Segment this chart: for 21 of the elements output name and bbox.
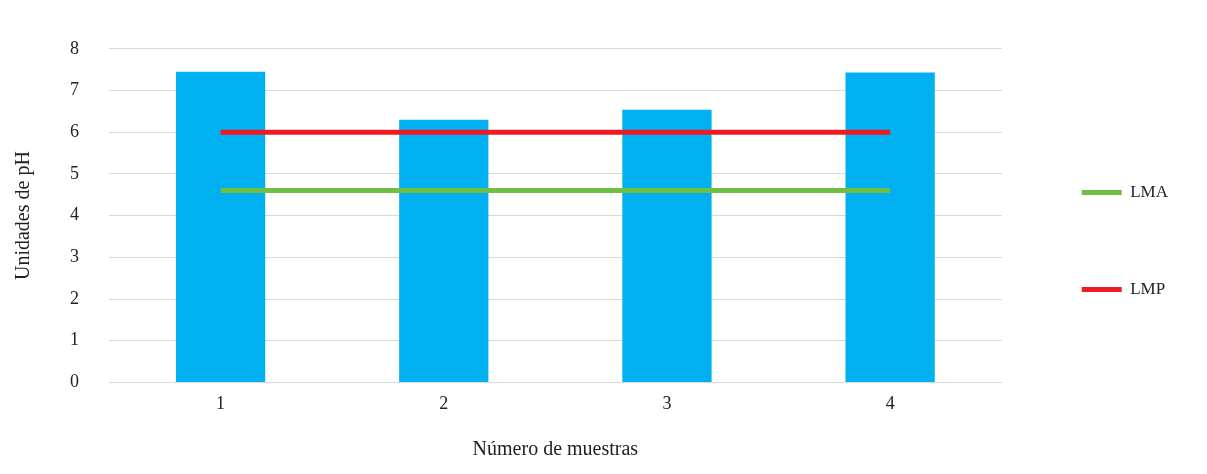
legend-label: LMA bbox=[1130, 181, 1169, 201]
bar bbox=[622, 109, 712, 382]
x-axis-title: Número de muestras bbox=[472, 437, 639, 460]
bar bbox=[845, 72, 935, 382]
y-tick-label: 1 bbox=[70, 329, 79, 350]
bar bbox=[399, 119, 489, 382]
x-tick-label: 2 bbox=[439, 392, 449, 413]
x-tick-label: 1 bbox=[216, 392, 226, 413]
x-tick-label: 3 bbox=[662, 392, 672, 413]
y-tick-label: 3 bbox=[70, 246, 79, 267]
bar bbox=[175, 71, 266, 382]
y-tick-label: 4 bbox=[70, 204, 79, 225]
x-tick-label: 4 bbox=[885, 392, 895, 413]
legend-label: LMP bbox=[1130, 278, 1166, 298]
y-tick-label: 2 bbox=[70, 287, 79, 308]
y-tick-label: 6 bbox=[70, 120, 79, 141]
y-tick-label: 7 bbox=[70, 79, 79, 100]
y-tick-label: 8 bbox=[70, 37, 79, 58]
y-tick-label: 0 bbox=[70, 371, 79, 392]
y-axis-title: Unidades de pH bbox=[11, 151, 35, 281]
y-tick-label: 5 bbox=[70, 162, 79, 183]
